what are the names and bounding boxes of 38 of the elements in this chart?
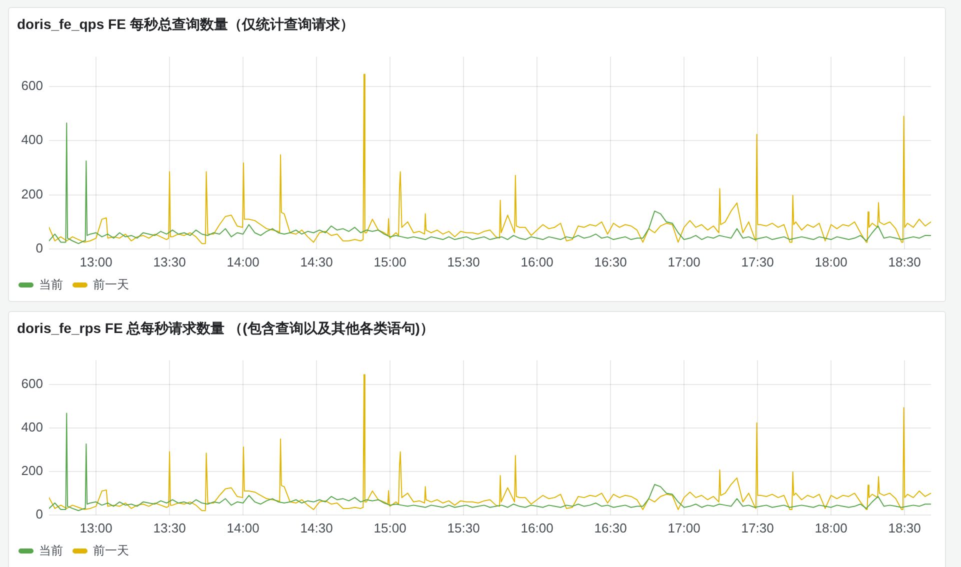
- legend-label: 前一天: [93, 543, 129, 558]
- x-tick-label: 15:00: [374, 520, 406, 536]
- x-tick-label: 16:30: [594, 254, 627, 270]
- x-tick-label: 13:30: [153, 520, 186, 536]
- x-tick-label: 14:30: [300, 520, 333, 536]
- x-tick-label: 14:00: [226, 254, 260, 270]
- x-tick-label: 14:00: [226, 520, 260, 536]
- x-tick-label: 16:00: [520, 520, 554, 536]
- y-tick-label: 200: [21, 463, 43, 478]
- x-tick-label: 15:30: [447, 520, 480, 536]
- x-tick-label: 17:30: [741, 520, 774, 536]
- x-tick-label: 18:00: [814, 520, 848, 536]
- legend-label: 当前: [39, 277, 63, 292]
- y-tick-label: 600: [21, 78, 43, 94]
- x-tick-label: 14:30: [300, 254, 333, 270]
- x-tick-label: 15:00: [374, 254, 406, 270]
- x-tick-label: 16:30: [594, 520, 627, 536]
- x-tick-label: 16:00: [520, 254, 554, 270]
- chart-title: doris_fe_qps FE 每秒总查询数量（仅统计查询请求）: [17, 16, 354, 33]
- x-tick-label: 13:30: [153, 254, 186, 270]
- y-tick-label: 600: [21, 376, 43, 391]
- legend-label: 前一天: [93, 277, 129, 292]
- x-tick-label: 18:30: [888, 520, 921, 536]
- y-tick-label: 400: [21, 132, 43, 148]
- x-tick-label: 17:30: [741, 254, 774, 270]
- y-tick-label: 0: [36, 506, 43, 522]
- y-tick-label: 200: [21, 186, 43, 202]
- x-tick-label: 18:30: [888, 254, 921, 270]
- x-tick-label: 13:00: [80, 520, 112, 536]
- y-tick-label: 0: [36, 240, 43, 256]
- y-tick-label: 400: [21, 419, 43, 434]
- legend-label: 当前: [39, 543, 63, 558]
- x-tick-label: 17:00: [668, 254, 700, 270]
- x-tick-label: 15:30: [447, 254, 480, 270]
- x-tick-label: 17:00: [668, 520, 700, 536]
- x-tick-label: 18:00: [814, 254, 848, 270]
- x-tick-label: 13:00: [80, 254, 112, 270]
- chart-title: doris_fe_rps FE 总每秒请求数量 （(包含查询以及其他各类语句)）: [17, 320, 434, 337]
